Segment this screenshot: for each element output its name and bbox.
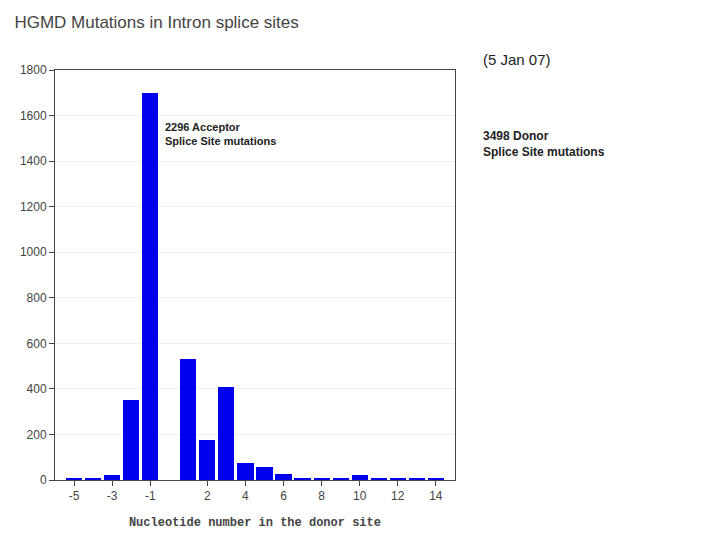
svg-text:-5: -5 <box>69 489 80 503</box>
svg-text:6: 6 <box>280 489 287 503</box>
svg-text:10: 10 <box>353 489 367 503</box>
svg-text:0: 0 <box>40 473 47 487</box>
svg-text:HGMD Mutations in Intron splic: HGMD Mutations in Intron splice sites <box>14 13 298 32</box>
svg-text:Nucleotide number in the donor: Nucleotide number in the donor site <box>129 516 381 530</box>
svg-text:2296 AcceptorSplice Site mutat: 2296 AcceptorSplice Site mutations <box>165 121 276 147</box>
svg-text:200: 200 <box>27 428 47 442</box>
svg-text:3498 DonorSplice Site mutation: 3498 DonorSplice Site mutations <box>483 129 605 159</box>
svg-text:600: 600 <box>27 337 47 351</box>
svg-text:1600: 1600 <box>20 109 47 123</box>
svg-text:1200: 1200 <box>20 200 47 214</box>
svg-text:14: 14 <box>429 489 443 503</box>
svg-text:1800: 1800 <box>20 63 47 77</box>
svg-text:1000: 1000 <box>20 245 47 259</box>
svg-text:12: 12 <box>391 489 405 503</box>
svg-text:-1: -1 <box>145 489 156 503</box>
svg-text:(5 Jan 07): (5 Jan 07) <box>483 51 551 68</box>
svg-text:-3: -3 <box>107 489 118 503</box>
svg-text:1400: 1400 <box>20 154 47 168</box>
svg-text:2: 2 <box>204 489 211 503</box>
svg-text:4: 4 <box>242 489 249 503</box>
svg-text:8: 8 <box>318 489 325 503</box>
svg-text:400: 400 <box>27 382 47 396</box>
svg-text:800: 800 <box>27 291 47 305</box>
